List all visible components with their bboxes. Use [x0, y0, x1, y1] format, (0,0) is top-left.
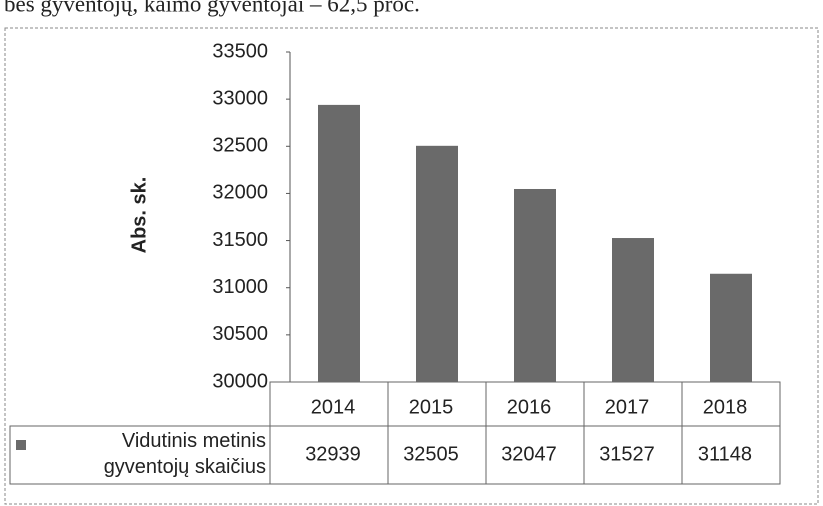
bar [612, 238, 654, 382]
x-tick-label: 2014 [311, 396, 356, 418]
bar [710, 273, 752, 382]
legend-entry: Vidutinis metinis gyventojų skaičius [103, 430, 266, 478]
table-value: 31148 [698, 443, 752, 465]
bar [318, 104, 360, 382]
table-border [9, 425, 781, 485]
chart-border [4, 27, 819, 505]
x-tick-label: 2016 [507, 396, 552, 418]
x-tick-label: 2015 [409, 396, 454, 418]
page-text: bės gyventojų, kaimo gyventojai – 62,5 p… [4, 0, 420, 16]
table-value: 32047 [501, 443, 557, 465]
table-value: 32505 [403, 443, 459, 465]
legend-swatch [16, 440, 26, 450]
y-axis-label: Abs. sk. [128, 177, 150, 254]
x-tick-label: 2017 [605, 396, 650, 418]
y-tick-label: 30500 [212, 323, 268, 345]
y-tick-label: 32500 [212, 135, 268, 157]
y-tick-label: 31000 [212, 276, 268, 298]
y-tick-label: 33500 [212, 40, 268, 62]
bar [416, 145, 458, 382]
x-tick-label: 2018 [703, 396, 748, 418]
table-value: 31527 [599, 443, 655, 465]
bar [514, 188, 556, 382]
y-tick-label: 31500 [212, 229, 268, 251]
y-tick-label: 32000 [212, 182, 268, 204]
y-tick-label: 33000 [212, 87, 268, 109]
y-tick-label: 30000 [212, 370, 268, 392]
table-value: 32939 [305, 443, 361, 465]
